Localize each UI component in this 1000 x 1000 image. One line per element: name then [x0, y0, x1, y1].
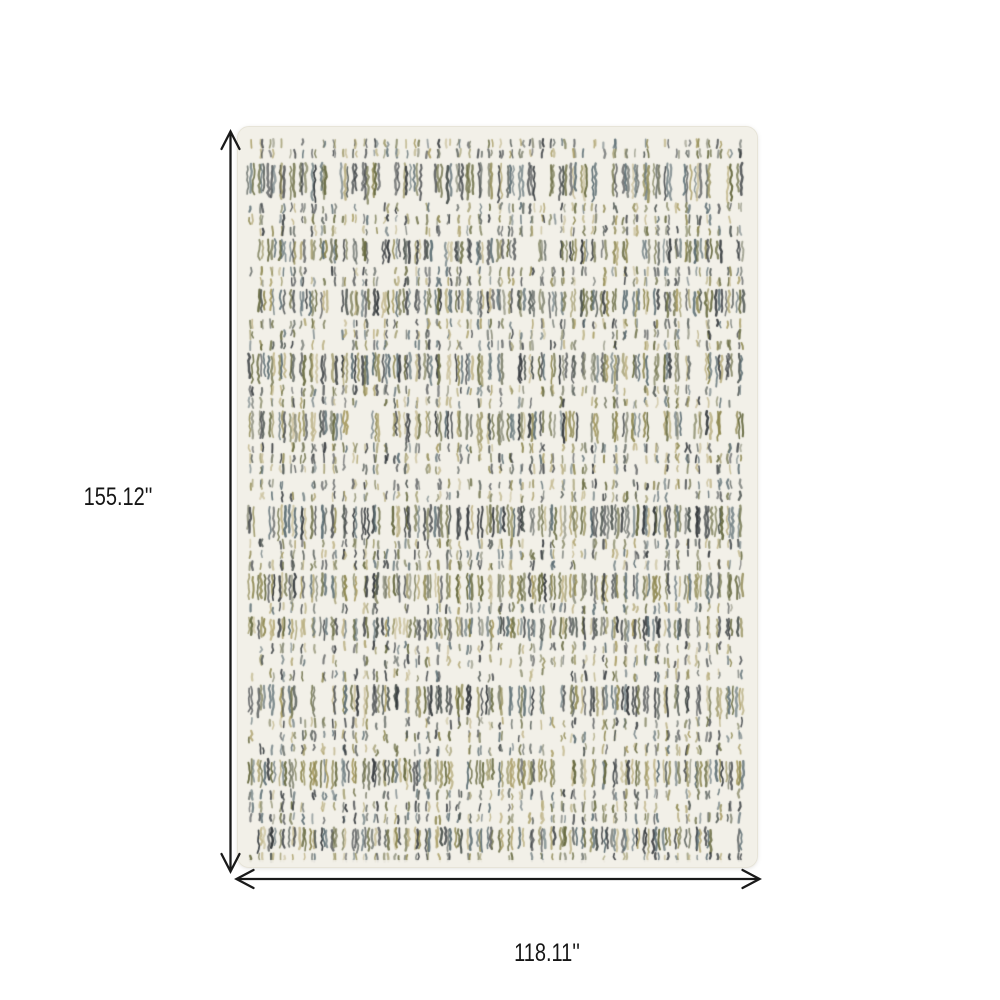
height-arrowhead-bottom-icon [220, 852, 241, 875]
height-dimension-label: 155.12'' [83, 483, 153, 511]
width-arrowhead-left-icon [234, 868, 255, 890]
width-dimension-arrow [234, 868, 762, 890]
width-arrowhead-right-icon [741, 868, 762, 890]
width-dimension-label: 118.11'' [514, 939, 580, 967]
height-arrowhead-top-icon [220, 128, 241, 151]
rug-texture-canvas [238, 127, 757, 867]
rug-image [238, 127, 757, 867]
height-dimension-arrow [220, 128, 241, 875]
